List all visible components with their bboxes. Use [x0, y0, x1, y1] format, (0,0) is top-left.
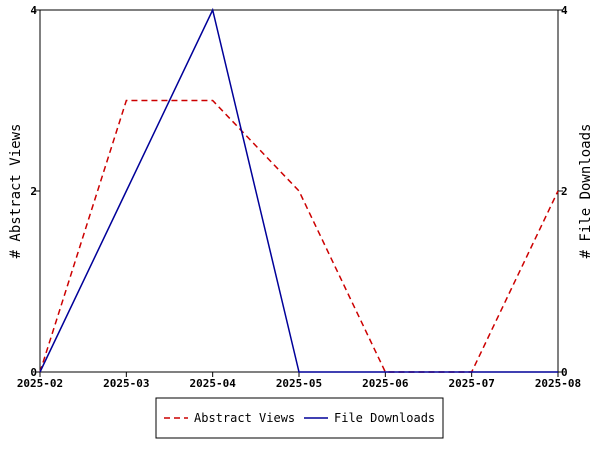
y-tick-label: 0 — [30, 366, 37, 379]
series-line-abstract-views — [39, 99, 559, 373]
x-tick-label: 2025-04 — [189, 377, 236, 390]
series-line-file-downloads — [39, 7, 558, 373]
plot-frame — [39, 9, 559, 373]
y2-axis-title: # File Downloads — [578, 124, 594, 259]
x-tick-label: 2025-03 — [103, 377, 149, 390]
y-tick-label: 4 — [30, 4, 37, 17]
legend-label: File Downloads — [334, 411, 435, 425]
y-tick-label: 2 — [30, 185, 37, 198]
legend-label: Abstract Views — [194, 411, 295, 425]
x-tick-label: 2025-08 — [535, 377, 581, 390]
y2-tick-label: 2 — [561, 185, 568, 198]
x-tick-label: 2025-02 — [17, 377, 63, 390]
x-tick-label: 2025-06 — [362, 377, 409, 390]
legend-box — [155, 397, 444, 439]
x-tick-label: 2025-07 — [448, 377, 494, 390]
y2-tick-label: 0 — [561, 366, 568, 379]
tick-group: 2025-02 2025-03 2025-04 2025-05 2025-06 2025-… — [17, 4, 581, 390]
legend: Abstract Views File Downloads — [155, 397, 444, 439]
y-axis-title: # Abstract Views — [8, 124, 24, 259]
y2-tick-label: 4 — [561, 4, 568, 17]
x-tick-label: 2025-05 — [276, 377, 322, 390]
series-group — [39, 7, 559, 373]
